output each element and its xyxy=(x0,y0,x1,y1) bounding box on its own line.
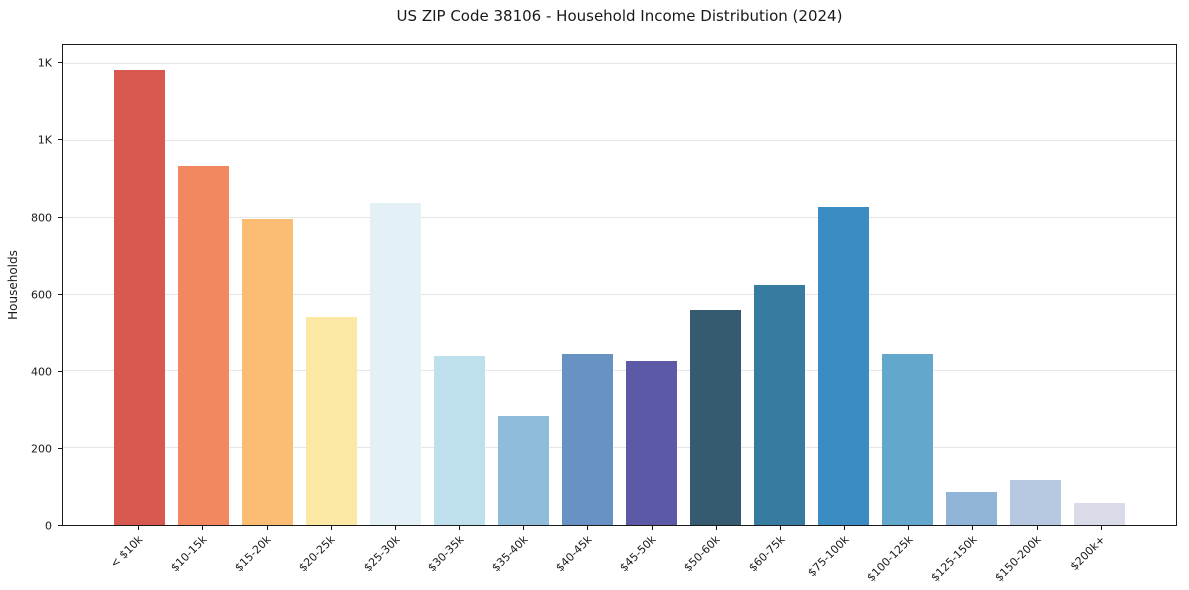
x-tick-mark xyxy=(715,526,717,530)
x-tick-label-text: $60-75k xyxy=(745,533,788,575)
x-tick-mark xyxy=(1036,526,1038,530)
bar-45-50k xyxy=(625,360,678,525)
x-tick-mark xyxy=(138,526,140,530)
x-tick-mark xyxy=(908,526,910,530)
x-tick-mark xyxy=(330,526,332,530)
gridline xyxy=(63,293,1176,295)
x-tick-label-text: < $10k xyxy=(107,533,146,571)
bar-125-150k xyxy=(946,492,998,525)
x-tick-mark xyxy=(394,526,396,530)
x-tick-mark xyxy=(459,526,461,530)
gridline xyxy=(63,370,1176,372)
bar-200k+ xyxy=(1074,502,1126,525)
bar-75-100k xyxy=(818,206,870,525)
bar-20-25k xyxy=(305,316,357,525)
bar-50-60k xyxy=(689,309,742,525)
x-tick-label-text: $10-15k xyxy=(168,533,210,575)
bar-100-125k xyxy=(882,353,934,525)
bar-10-15k xyxy=(177,165,229,525)
bar-60-75k xyxy=(753,285,806,525)
x-tick-label-text: $15-20k xyxy=(232,533,274,575)
x-tick-label-text: $125-150k xyxy=(928,533,980,585)
gridline xyxy=(63,447,1176,449)
chart-title: US ZIP Code 38106 - Household Income Dis… xyxy=(396,7,843,25)
y-tick-label: 0 xyxy=(45,519,52,533)
bar-10k xyxy=(113,69,165,525)
x-tick-mark xyxy=(844,526,846,530)
x-tick-label-text: $150-200k xyxy=(992,533,1044,585)
x-axis-ticks: < $10k $10-15k $15-20k $20-25k $25-30k $30-35… xyxy=(62,526,1177,590)
x-tick-label-text: $30-35k xyxy=(425,533,467,575)
x-tick-label-text: $100-125k xyxy=(864,533,916,585)
x-tick-mark xyxy=(779,526,781,530)
y-axis-ticks: 0 200 400 600 800 1K 1K xyxy=(0,44,62,533)
x-tick-mark xyxy=(651,526,653,530)
x-tick-mark xyxy=(587,526,589,530)
gridline xyxy=(63,216,1176,218)
x-tick-label-text: $40-45k xyxy=(553,533,595,575)
x-tick-label-text: $200k+ xyxy=(1067,533,1108,574)
y-tick-label: 800 xyxy=(31,211,52,225)
y-tick-label: 200 xyxy=(31,442,52,456)
y-tick-mark xyxy=(58,525,62,526)
x-tick-mark xyxy=(1100,526,1102,530)
bar-25-30k xyxy=(369,203,421,525)
gridline xyxy=(63,63,1176,65)
x-tick-label-text: $45-50k xyxy=(617,533,659,575)
x-tick-label-text: $50-60k xyxy=(681,533,723,575)
x-tick-mark xyxy=(266,526,268,530)
y-tick-label: 400 xyxy=(31,365,52,379)
y-tick-mark xyxy=(58,370,62,372)
y-tick-mark xyxy=(58,139,62,141)
gridline xyxy=(63,140,1176,141)
y-tick-mark xyxy=(58,447,62,449)
bar-40-45k xyxy=(561,353,614,525)
x-tick-label-text: $75-100k xyxy=(805,533,852,580)
y-tick-mark xyxy=(58,293,62,295)
bar-150-200k xyxy=(1010,479,1062,525)
y-tick-mark xyxy=(58,62,62,64)
x-tick-mark xyxy=(523,526,525,530)
plot-area xyxy=(62,44,1177,526)
x-tick-label-text: $25-30k xyxy=(360,533,403,575)
y-tick-mark xyxy=(58,216,62,218)
x-tick-mark xyxy=(972,526,974,530)
bar-30-35k xyxy=(433,356,485,525)
y-tick-label: 600 xyxy=(31,288,52,302)
bar-15-20k xyxy=(241,218,293,525)
y-tick-label: 1K xyxy=(37,133,52,147)
y-tick-label: 1K xyxy=(37,56,52,70)
x-tick-label-text: $20-25k xyxy=(296,533,338,575)
x-tick-mark xyxy=(202,526,204,530)
x-tick-label-text: $35-40k xyxy=(489,533,531,575)
bar-35-40k xyxy=(497,415,550,525)
